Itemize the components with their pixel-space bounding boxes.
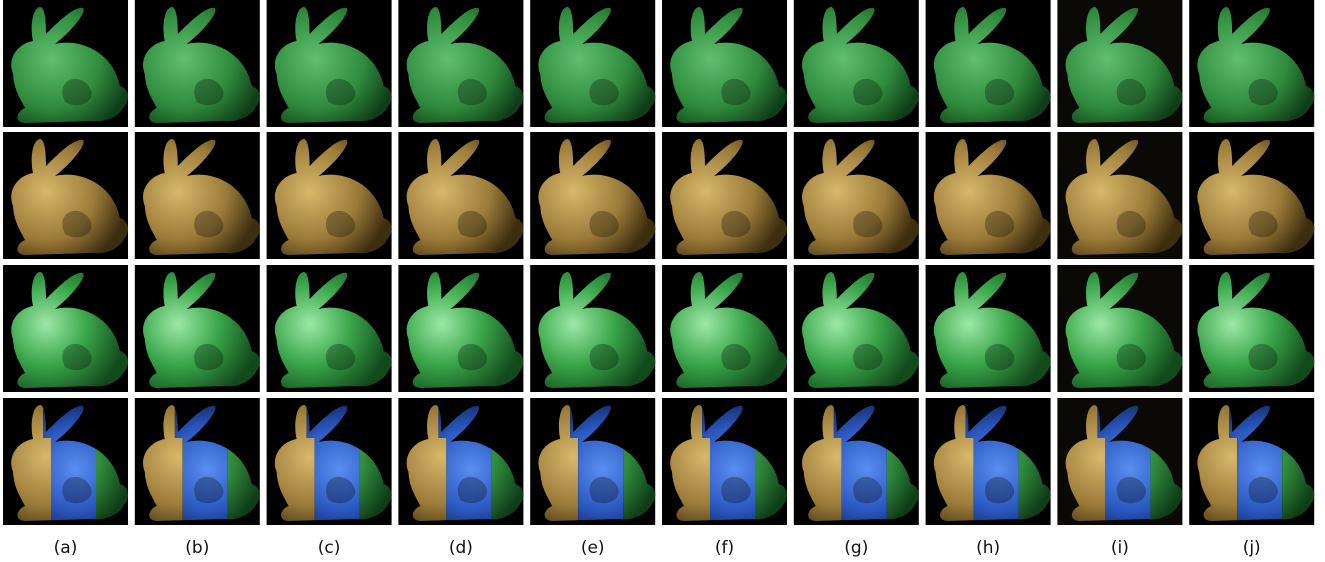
render-tile [662,398,787,525]
captions: (a) (b) (c) (d) (e) (f) (g) (h) (i) (j) [54,538,1261,558]
render-tile [530,265,655,392]
render-tile [1057,398,1182,525]
render-tile [530,0,655,127]
caption: (g) [844,538,868,558]
render-tile [926,0,1051,127]
render-tile [1189,132,1314,259]
render-tile [267,265,392,392]
render-tile [1189,265,1314,392]
caption: (h) [976,538,1000,558]
render-tile [794,0,919,127]
render-tile [530,132,655,259]
render-tile [3,265,128,392]
page: {"captions": ["(a)", "(b)", "(c)", "(d)"… [0,0,1325,562]
render-tile [267,132,392,259]
render-tile [135,398,260,525]
render-tile [662,0,787,127]
render-tile [794,132,919,259]
render-tile [662,265,787,392]
render-tile [530,398,655,525]
render-tile [398,132,523,259]
render-tile [1057,265,1182,392]
render-tile [926,265,1051,392]
render-tile [398,0,523,127]
render-tile [1189,0,1314,127]
caption: (d) [449,538,473,558]
render-tile [1057,132,1182,259]
render-tile [135,0,260,127]
render-tile [267,398,392,525]
caption: (c) [318,538,341,558]
render-tile [398,265,523,392]
render-tile [1057,0,1182,127]
render-tile [926,398,1051,525]
render-tile [3,398,128,525]
render-tile [794,398,919,525]
tile-grid [3,0,1314,525]
caption: (i) [1111,538,1129,558]
caption: (f) [715,538,734,558]
render-tile [662,132,787,259]
figure: (a) (b) (c) (d) (e) (f) (g) (h) (i) (j) [0,0,1325,562]
render-tile [135,132,260,259]
caption: (b) [185,538,209,558]
render-tile [135,265,260,392]
render-tile [3,132,128,259]
caption: (j) [1243,538,1261,558]
render-tile [1189,398,1314,525]
render-tile [267,0,392,127]
render-tile [794,265,919,392]
render-tile [398,398,523,525]
caption: (e) [581,538,605,558]
render-tile [3,0,128,127]
caption: (a) [54,538,78,558]
render-tile [926,132,1051,259]
